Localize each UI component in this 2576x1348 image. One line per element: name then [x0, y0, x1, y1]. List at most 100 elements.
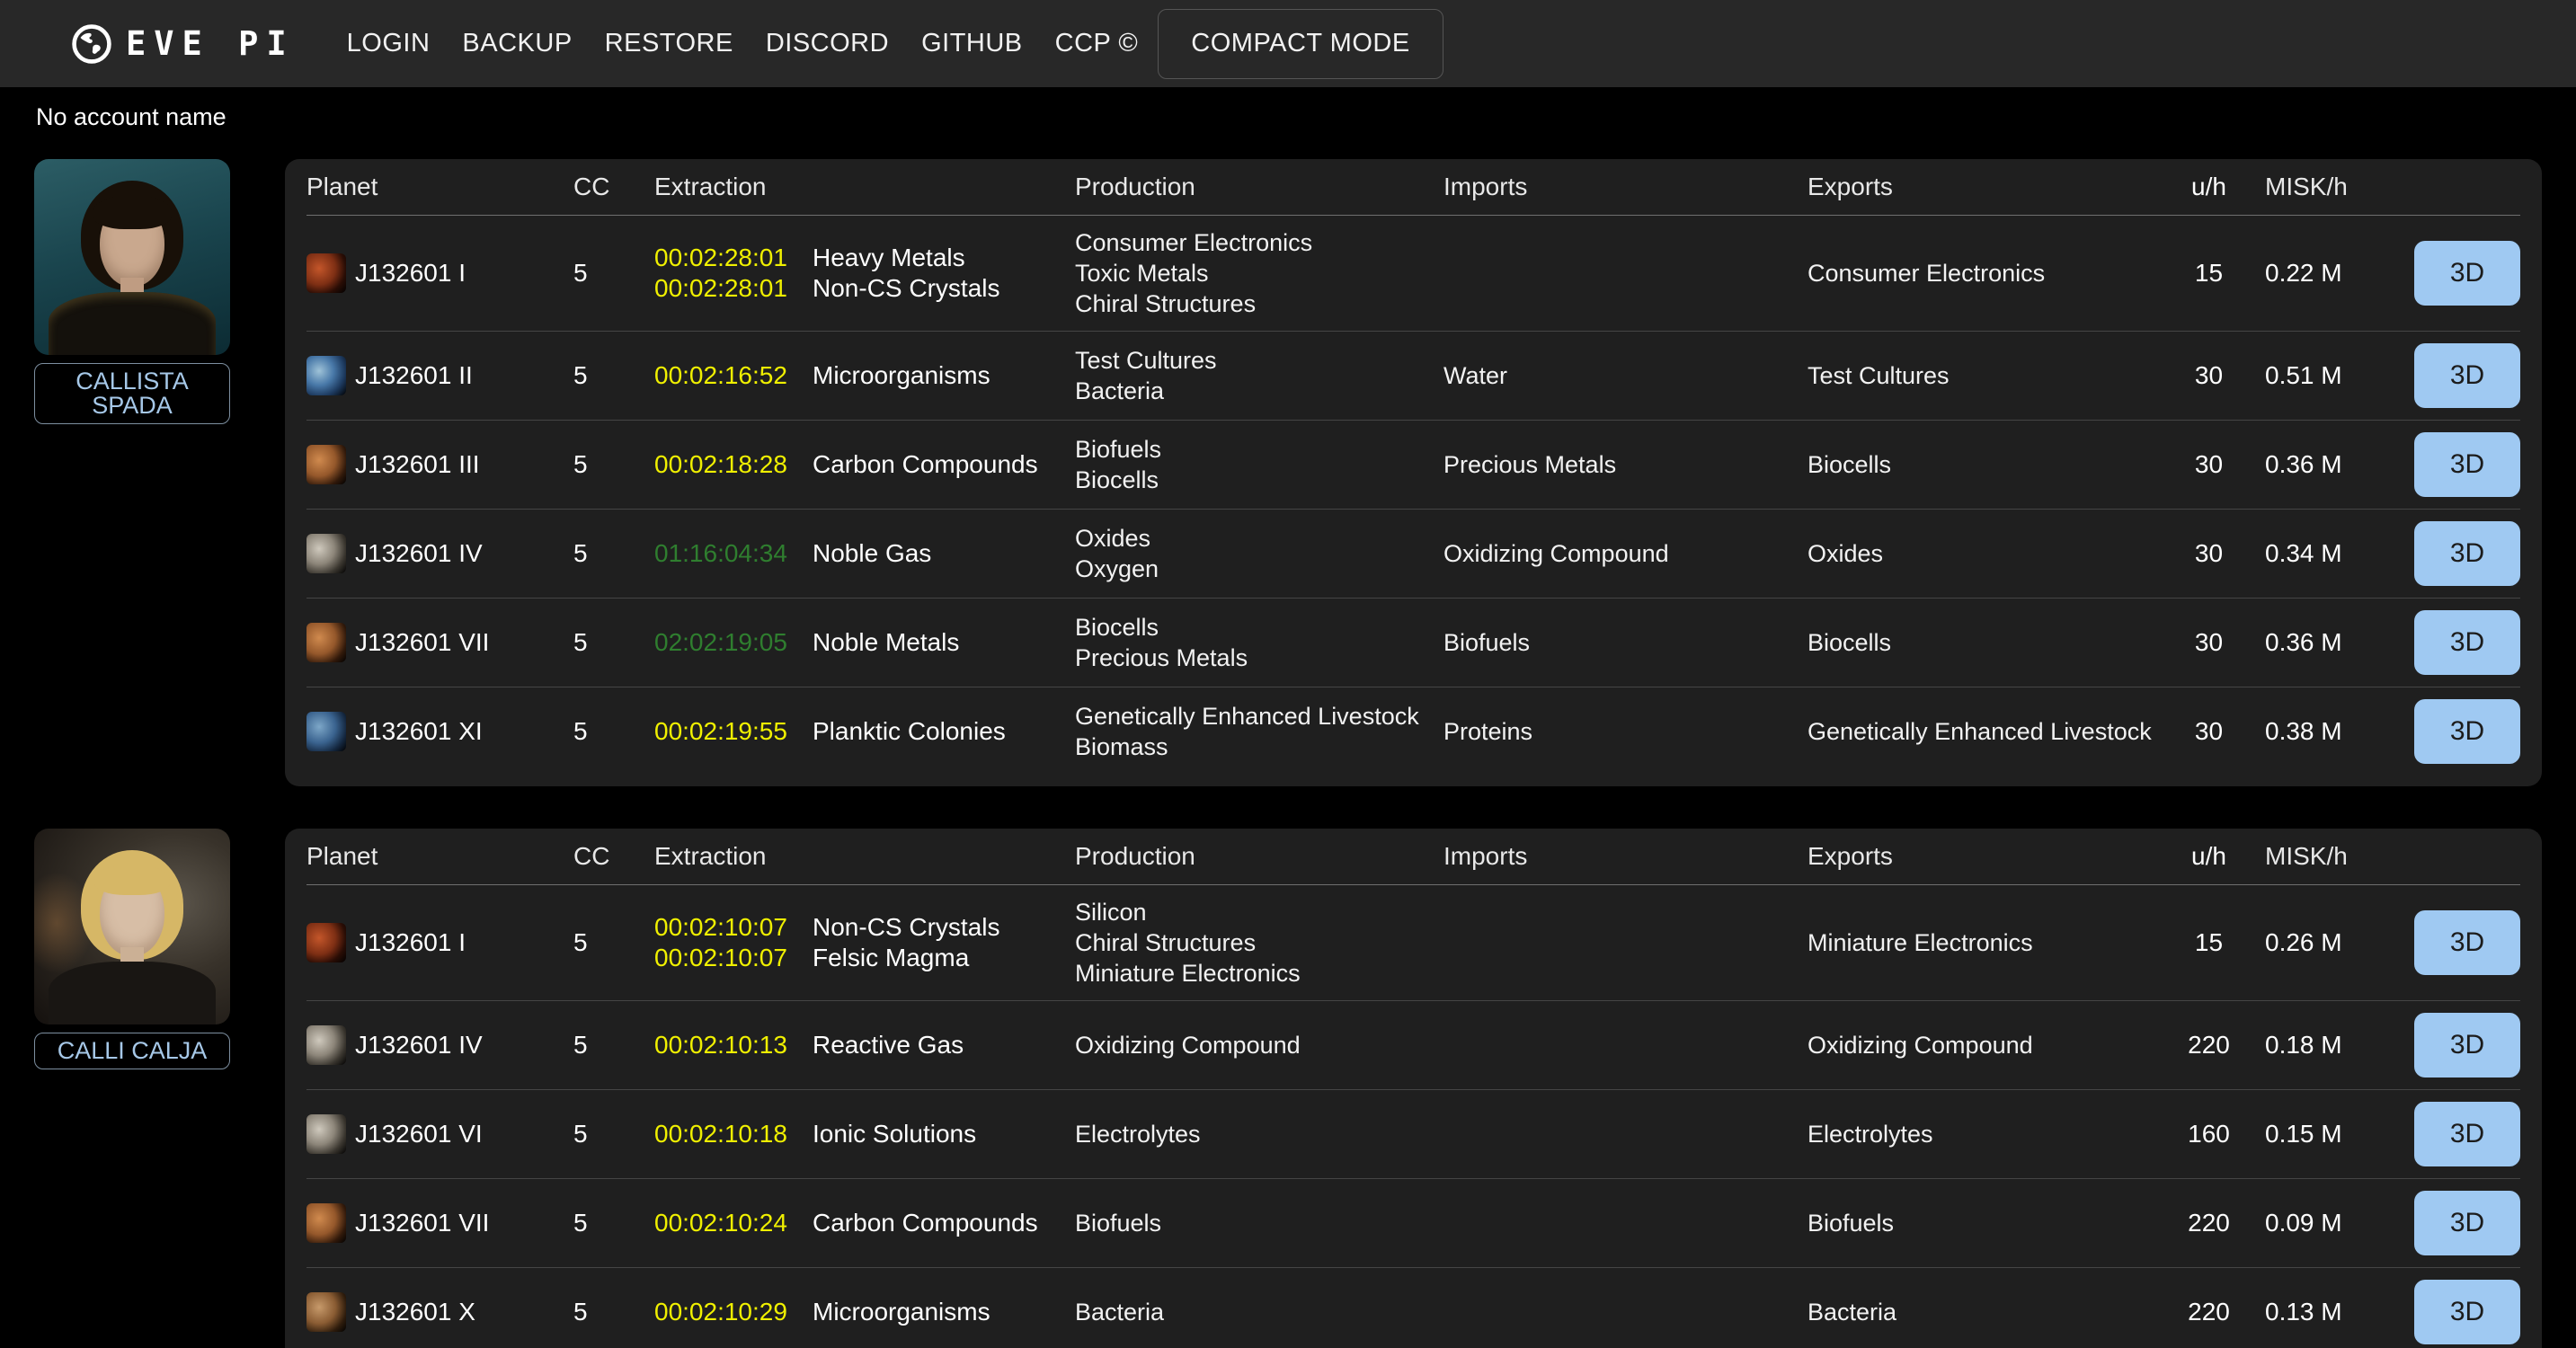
- view-3d-button[interactable]: 3D: [2414, 343, 2520, 408]
- production-item: Precious Metals: [1075, 644, 1248, 671]
- cc-value: 5: [573, 450, 588, 478]
- extraction-material: Carbon Compounds: [813, 450, 1038, 478]
- extraction-cell: 00:02:10:18 Ionic Solutions: [654, 1119, 1075, 1149]
- header-planet: Planet: [306, 842, 378, 870]
- planet-table: Planet CC Extraction Production Imports …: [285, 159, 2542, 786]
- extraction-line: 00:02:10:18 Ionic Solutions: [654, 1119, 1075, 1149]
- production-item: Chiral Structures: [1075, 929, 1257, 956]
- nav-link-github[interactable]: GITHUB: [921, 29, 1023, 58]
- export-item: Electrolytes: [1808, 1121, 1933, 1148]
- extraction-line: 00:02:10:24 Carbon Compounds: [654, 1208, 1075, 1238]
- uh-value: 30: [2194, 717, 2224, 745]
- extraction-material: Carbon Compounds: [813, 1209, 1038, 1237]
- compact-mode-button[interactable]: COMPACT MODE: [1158, 8, 1443, 79]
- misk-value: 0.26 M: [2265, 928, 2342, 956]
- production-item: Biocells: [1075, 614, 1159, 641]
- extraction-cell: 00:02:10:13 Reactive Gas: [654, 1030, 1075, 1060]
- exports-cell: Miniature Electronics: [1808, 927, 2153, 958]
- header-imports: Imports: [1443, 842, 1528, 870]
- production-item: Biofuels: [1075, 436, 1162, 463]
- character-column: CALLISTA SPADA: [34, 159, 230, 424]
- nav-links: LOGIN BACKUP RESTORE DISCORD GITHUB CCP …: [347, 29, 1139, 58]
- view-3d-button[interactable]: 3D: [2414, 432, 2520, 497]
- extraction-timer: 01:16:04:34: [654, 539, 787, 567]
- import-item: Oxidizing Compound: [1443, 540, 1669, 567]
- production-item: Test Cultures: [1075, 347, 1217, 374]
- exports-cell: Consumer Electronics: [1808, 258, 2153, 288]
- imports-cell: Proteins: [1443, 716, 1808, 747]
- header-extraction: Extraction: [654, 842, 767, 870]
- production-cell: Silicon Chiral Structures Miniature Electr…: [1075, 897, 1443, 989]
- view-3d-button[interactable]: 3D: [2414, 241, 2520, 306]
- extraction-material: Noble Metals: [813, 628, 960, 656]
- cc-value: 5: [573, 717, 588, 745]
- production-cell: Biofuels: [1075, 1208, 1443, 1238]
- planet-row: J132601 X 5 00:02:10:29 Microorganisms Ba…: [306, 1267, 2520, 1348]
- extraction-timer: 00:02:10:07: [654, 944, 787, 971]
- nav-link-backup[interactable]: BACKUP: [462, 29, 573, 58]
- header-extraction: Extraction: [654, 173, 767, 200]
- view-3d-button[interactable]: 3D: [2414, 1013, 2520, 1078]
- extraction-material: Microorganisms: [813, 361, 990, 389]
- character-name-button[interactable]: CALLI CALJA: [34, 1033, 230, 1069]
- extraction-cell: 00:02:16:52 Microorganisms: [654, 360, 1075, 391]
- production-cell: Oxidizing Compound: [1075, 1030, 1443, 1060]
- planet-row: J132601 VII 5 00:02:10:24 Carbon Compound…: [306, 1178, 2520, 1267]
- nav-link-restore[interactable]: RESTORE: [604, 29, 733, 58]
- header-cc: CC: [573, 842, 610, 870]
- extraction-line: 00:02:19:55 Planktic Colonies: [654, 716, 1075, 747]
- view-3d-button[interactable]: 3D: [2414, 1102, 2520, 1166]
- extraction-cell: 00:02:28:01 Heavy Metals 00:02:28:01 Non-CS…: [654, 243, 1075, 304]
- extraction-timer: 00:02:10:29: [654, 1298, 787, 1326]
- uh-value: 220: [2188, 1209, 2230, 1237]
- production-item: Miniature Electronics: [1075, 960, 1301, 987]
- nav-link-login[interactable]: LOGIN: [346, 29, 431, 58]
- production-item: Oxidizing Compound: [1075, 1032, 1301, 1059]
- nav-link-ccp[interactable]: CCP ©: [1054, 29, 1139, 58]
- import-item: Biofuels: [1443, 629, 1531, 656]
- view-3d-button[interactable]: 3D: [2414, 1280, 2520, 1344]
- imports-cell: Water: [1443, 360, 1808, 391]
- header-misk: MISK/h: [2265, 842, 2348, 870]
- extraction-cell: 00:02:10:07 Non-CS Crystals 00:02:10:07 Fel…: [654, 912, 1075, 973]
- globe-icon: [72, 23, 111, 64]
- planet-name: J132601 VII: [355, 628, 490, 656]
- view-3d-button[interactable]: 3D: [2414, 521, 2520, 586]
- cc-value: 5: [573, 1031, 588, 1059]
- extraction-timer: 00:02:18:28: [654, 450, 787, 478]
- view-3d-button[interactable]: 3D: [2414, 910, 2520, 975]
- planet-icon: [306, 623, 346, 662]
- cc-value: 5: [573, 259, 588, 287]
- extraction-timer: 00:02:19:55: [654, 717, 787, 745]
- misk-value: 0.18 M: [2265, 1031, 2342, 1059]
- planet-icon: [306, 712, 346, 751]
- header-cc: CC: [573, 173, 610, 200]
- character-portrait: [34, 829, 230, 1024]
- planet-table: Planet CC Extraction Production Imports …: [285, 829, 2542, 1348]
- extraction-cell: 00:02:18:28 Carbon Compounds: [654, 449, 1075, 480]
- extraction-timer: 00:02:10:24: [654, 1209, 787, 1237]
- production-cell: Consumer Electronics Toxic Metals Chiral S…: [1075, 227, 1443, 319]
- planet-name: J132601 II: [355, 361, 473, 389]
- export-item: Genetically Enhanced Livestock: [1808, 718, 2152, 745]
- app-logo[interactable]: EVE PI: [72, 23, 295, 64]
- view-3d-button[interactable]: 3D: [2414, 699, 2520, 764]
- character-name-button[interactable]: CALLISTA SPADA: [34, 363, 230, 424]
- extraction-line: 00:02:28:01 Heavy Metals: [654, 243, 1075, 273]
- planet-icon: [306, 1203, 346, 1243]
- cc-value: 5: [573, 628, 588, 656]
- app-title: EVE PI: [126, 24, 295, 63]
- header-imports: Imports: [1443, 173, 1528, 200]
- view-3d-button[interactable]: 3D: [2414, 1191, 2520, 1255]
- extraction-cell: 00:02:10:24 Carbon Compounds: [654, 1208, 1075, 1238]
- view-3d-button[interactable]: 3D: [2414, 610, 2520, 675]
- planet-name: J132601 III: [355, 450, 480, 478]
- nav-link-discord[interactable]: DISCORD: [765, 29, 890, 58]
- extraction-material: Non-CS Crystals: [813, 274, 1000, 302]
- extraction-line: 00:02:10:13 Reactive Gas: [654, 1030, 1075, 1060]
- uh-value: 15: [2194, 928, 2224, 956]
- extraction-timer: 00:02:10:07: [654, 913, 787, 941]
- extraction-line: 00:02:10:29 Microorganisms: [654, 1297, 1075, 1327]
- exports-cell: Test Cultures: [1808, 360, 2153, 391]
- planet-name: J132601 XI: [355, 717, 483, 745]
